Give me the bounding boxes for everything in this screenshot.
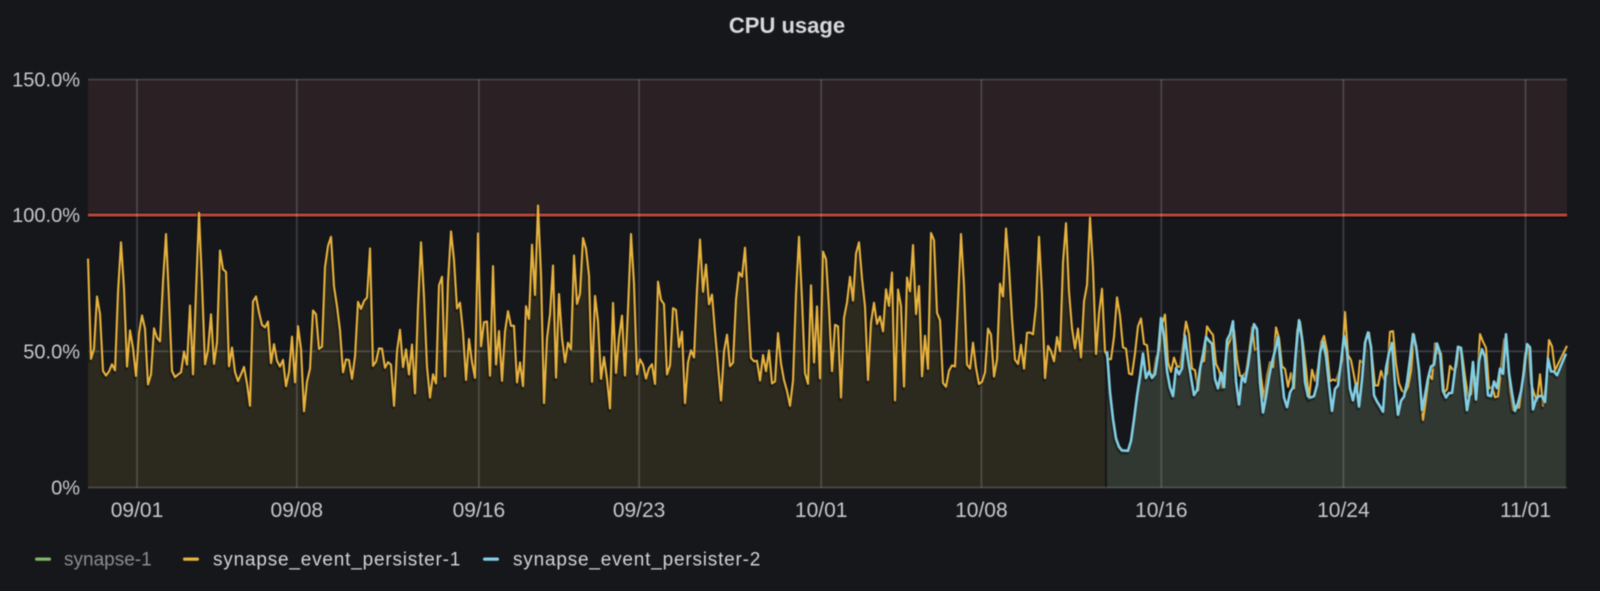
svg-text:10/24: 10/24 [1317, 499, 1370, 522]
svg-text:10/16: 10/16 [1135, 499, 1188, 522]
svg-text:50.0%: 50.0% [23, 341, 80, 363]
svg-text:synapse_event_persister-2: synapse_event_persister-2 [513, 550, 761, 571]
svg-text:CPU usage: CPU usage [729, 13, 845, 38]
svg-text:10/01: 10/01 [795, 499, 848, 522]
svg-text:100.0%: 100.0% [12, 205, 80, 227]
svg-text:10/08: 10/08 [955, 499, 1008, 522]
svg-text:150.0%: 150.0% [12, 70, 80, 92]
svg-text:synapse-1: synapse-1 [64, 550, 152, 571]
svg-text:11/01: 11/01 [1500, 499, 1551, 522]
svg-text:09/23: 09/23 [613, 499, 666, 522]
svg-text:09/08: 09/08 [271, 499, 324, 522]
svg-text:09/16: 09/16 [453, 499, 506, 522]
svg-text:09/01: 09/01 [111, 499, 164, 522]
svg-text:synapse_event_persister-1: synapse_event_persister-1 [213, 550, 461, 571]
svg-text:0%: 0% [51, 478, 80, 500]
